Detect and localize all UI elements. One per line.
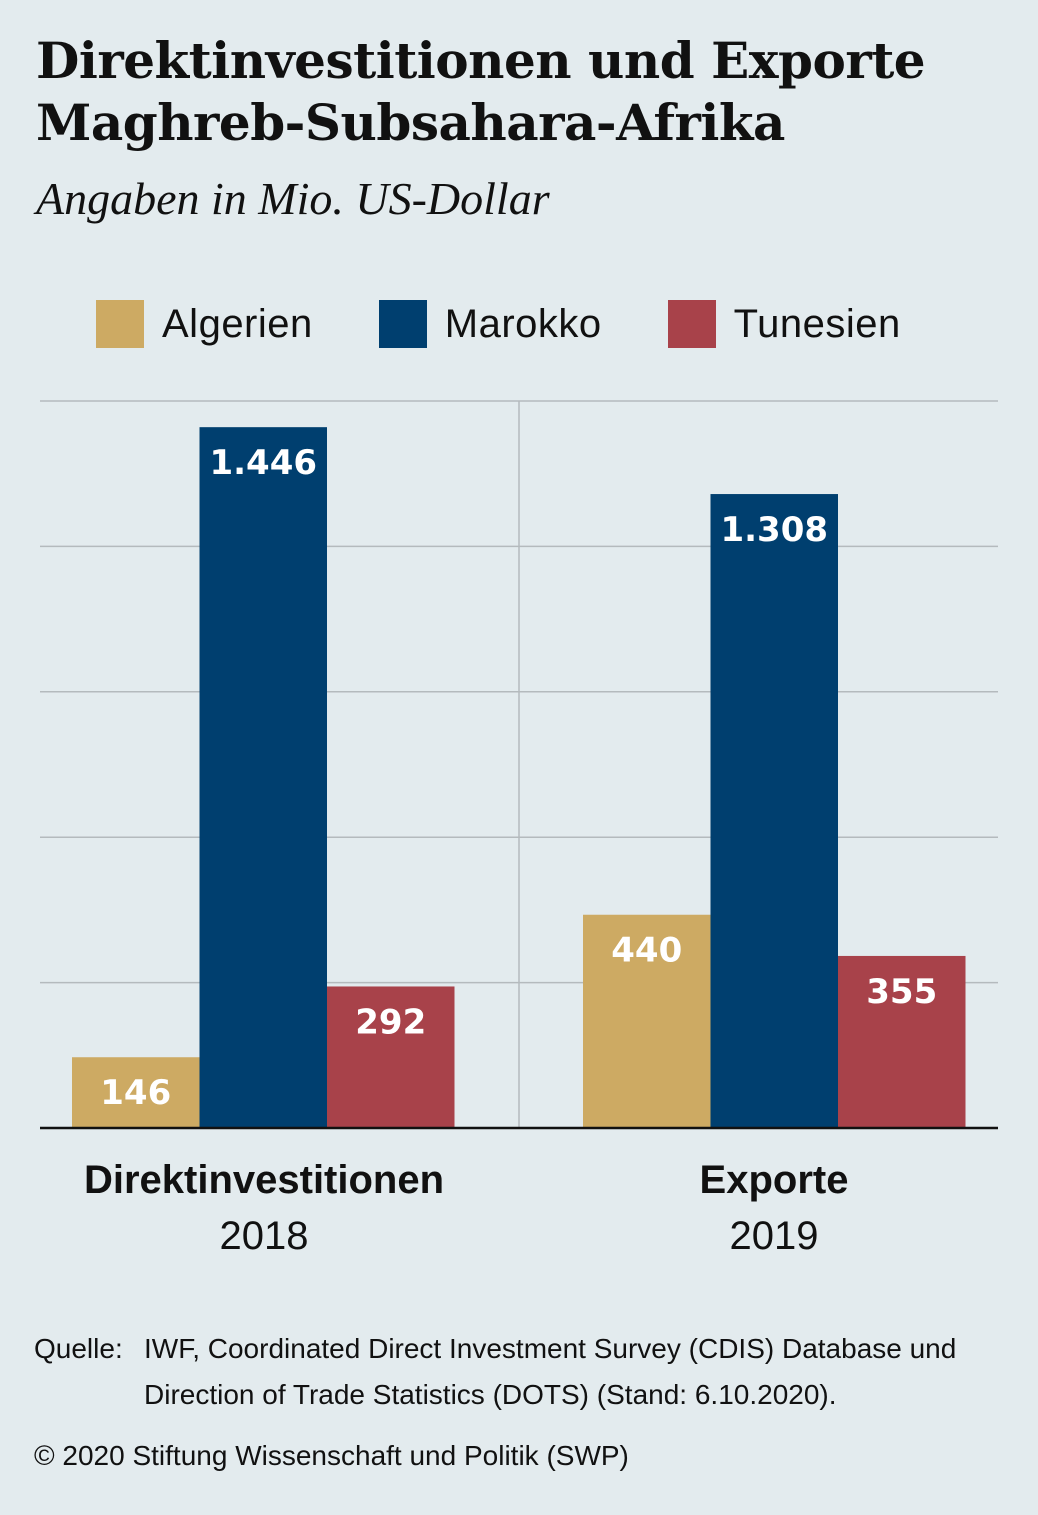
bar-chart: 146 440 1.446 1.308 292 355	[40, 400, 998, 1130]
category-name: Direktinvestitionen	[83, 1158, 445, 1202]
bar-value-label: 146	[100, 1073, 171, 1113]
category-name: Exporte	[699, 1158, 849, 1202]
bar-value-label: 355	[866, 972, 937, 1012]
bar-algerien	[583, 914, 711, 1128]
legend-swatch-marokko	[378, 300, 427, 348]
title-line-2: Maghreb-Subsahara-Afrika	[36, 93, 785, 152]
category-label-direktinvestitionen: Direktinvestitionen 2018	[24, 1152, 504, 1264]
category-label-exporte: Exporte 2019	[534, 1152, 1014, 1264]
bar-value-label: 1.446	[209, 443, 317, 483]
source-label: Quelle:	[34, 1333, 123, 1364]
bar-marokko	[199, 427, 327, 1128]
chart-title: Direktinvestitionen und Exporte Maghreb-…	[36, 30, 926, 154]
legend-swatch-algerien	[96, 300, 144, 348]
bar-algerien	[72, 1057, 200, 1128]
legend-label-algerien: Algerien	[162, 301, 313, 346]
title-line-1: Direktinvestitionen und Exporte	[36, 31, 926, 90]
category-year: 2018	[219, 1214, 309, 1258]
legend: Algerien Marokko Tunesien	[96, 300, 967, 348]
bar-tunesien	[327, 986, 455, 1128]
copyright: © 2020 Stiftung Wissenschaft und Politik…	[34, 1440, 629, 1471]
legend-label-tunesien: Tunesien	[733, 301, 901, 346]
legend-item-tunesien: Tunesien	[667, 300, 901, 348]
legend-item-algerien: Algerien	[96, 300, 313, 348]
legend-item-marokko: Marokko	[378, 300, 602, 348]
legend-label-marokko: Marokko	[444, 301, 602, 346]
bar-value-label: 1.308	[720, 510, 828, 550]
bar-value-label: 440	[611, 931, 682, 971]
bar-value-label: 292	[355, 1002, 426, 1042]
bar-tunesien	[838, 955, 966, 1128]
bar-marokko	[710, 494, 838, 1128]
category-year: 2019	[729, 1214, 819, 1258]
chart-subtitle: Angaben in Mio. US-Dollar	[36, 173, 550, 224]
legend-swatch-tunesien	[667, 300, 716, 348]
source-text: IWF, Coordinated Direct Investment Surve…	[144, 1333, 957, 1410]
